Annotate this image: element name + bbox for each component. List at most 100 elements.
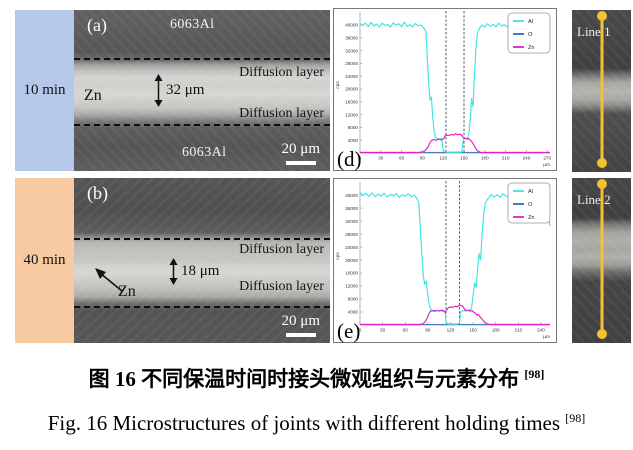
- dashed-boundary-line: [74, 124, 330, 126]
- zn-label: Zn: [118, 283, 136, 300]
- svg-text:4000: 4000: [348, 310, 359, 315]
- line-endpoint-dot-icon: [596, 179, 607, 189]
- caption-chinese-text: 图 16 不同保温时间时接头微观组织与元素分布: [88, 367, 525, 391]
- svg-text:40000: 40000: [345, 193, 358, 198]
- svg-text:60: 60: [399, 156, 405, 161]
- diffusion-layer-label-bottom: Diffusion layer: [239, 279, 324, 294]
- thickness-annotation: 32 μm: [154, 74, 204, 107]
- svg-text:120: 120: [447, 328, 455, 333]
- svg-text:8000: 8000: [348, 297, 359, 302]
- reference-superscript: [98]: [565, 411, 586, 425]
- svg-text:16000: 16000: [345, 100, 358, 105]
- svg-text:180: 180: [481, 156, 489, 161]
- svg-text:30: 30: [378, 156, 384, 161]
- panel-label-a: (a): [87, 15, 107, 35]
- svg-text:270: 270: [543, 156, 551, 161]
- sem-micrograph-b: (b) Diffusion layer 18 μm Zn Diffusion l…: [74, 178, 330, 343]
- scale-bar-value: 20 μm: [281, 141, 320, 157]
- sem-micrograph-a: (a) 6063Al Diffusion layer Zn 32 μm Diff…: [74, 10, 330, 171]
- svg-text:150: 150: [469, 328, 477, 333]
- svg-text:240: 240: [537, 328, 545, 333]
- dashed-boundary-line: [74, 58, 330, 60]
- svg-text:180: 180: [492, 328, 500, 333]
- material-label-top: 6063Al: [170, 17, 215, 32]
- svg-text:30: 30: [380, 328, 386, 333]
- svg-text:24000: 24000: [345, 74, 358, 79]
- svg-text:24000: 24000: [345, 245, 358, 250]
- thickness-annotation: 18 μm: [169, 258, 219, 285]
- svg-text:Zn: Zn: [528, 45, 535, 51]
- caption-english: Fig. 16 Microstructures of joints with d…: [0, 411, 633, 436]
- svg-text:28000: 28000: [345, 232, 358, 237]
- scale-bar-value: 20 μm: [281, 313, 320, 329]
- svg-text:cps: cps: [336, 252, 341, 260]
- dashed-boundary-line: [74, 238, 330, 240]
- line-endpoint-dot-icon: [596, 11, 607, 21]
- svg-text:Al: Al: [528, 19, 533, 25]
- time-strip-40min: 40 min: [15, 178, 74, 343]
- svg-text:32000: 32000: [345, 219, 358, 224]
- svg-text:40000: 40000: [345, 23, 358, 28]
- eds-line-chart-e: (e) 4000 8000 12000 16000 20000 24000 28000 320…: [333, 178, 557, 343]
- line-scan-image-1: Line 1: [572, 10, 631, 172]
- caption-chinese: 图 16 不同保温时间时接头微观组织与元素分布 [98]: [0, 363, 633, 393]
- svg-text:O: O: [528, 202, 533, 208]
- svg-text:μm: μm: [543, 163, 550, 168]
- svg-text:16000: 16000: [345, 271, 358, 276]
- time-label-10min: 10 min: [23, 82, 66, 98]
- thickness-value: 32 μm: [166, 82, 205, 98]
- svg-text:36000: 36000: [345, 206, 358, 211]
- diffusion-layer-label-bottom: Diffusion layer: [239, 106, 324, 121]
- svg-text:90: 90: [425, 328, 431, 333]
- thickness-arrow-icon: [154, 74, 163, 107]
- line-endpoint-dot-icon: [596, 158, 607, 168]
- material-label-bottom: 6063Al: [182, 145, 227, 160]
- chart-panel-label-e: (e): [337, 319, 361, 343]
- svg-text:0: 0: [359, 328, 362, 333]
- line-endpoint-dot-icon: [596, 329, 607, 339]
- svg-text:20000: 20000: [345, 258, 358, 263]
- svg-text:90: 90: [420, 156, 426, 161]
- svg-text:cps: cps: [336, 81, 341, 89]
- svg-text:240: 240: [523, 156, 531, 161]
- thickness-value: 18 μm: [181, 263, 220, 279]
- scale-bar: [285, 333, 316, 337]
- svg-text:μm: μm: [543, 335, 550, 340]
- scale-bar: [285, 161, 316, 165]
- panel-label-b: (b): [87, 183, 108, 203]
- line-scan-image-2: Line 2: [572, 178, 631, 343]
- line-scan-line: [600, 16, 603, 163]
- caption-english-text: Fig. 16 Microstructures of joints with d…: [47, 411, 566, 435]
- svg-text:60: 60: [403, 328, 409, 333]
- zn-label: Zn: [84, 87, 102, 104]
- svg-text:32000: 32000: [345, 48, 358, 53]
- svg-text:Zn: Zn: [528, 215, 535, 221]
- svg-text:8000: 8000: [348, 125, 359, 130]
- dashed-boundary-line: [74, 306, 330, 308]
- svg-text:4000: 4000: [348, 138, 359, 143]
- svg-text:120: 120: [439, 156, 447, 161]
- svg-text:28000: 28000: [345, 61, 358, 66]
- diffusion-layer-label-top: Diffusion layer: [239, 242, 324, 257]
- scale-bar-annotation: 20 μm: [282, 313, 320, 337]
- svg-text:210: 210: [502, 156, 510, 161]
- svg-text:150: 150: [460, 156, 468, 161]
- time-label-40min: 40 min: [23, 252, 66, 268]
- line-scan-label-2: Line 2: [577, 192, 611, 207]
- svg-text:36000: 36000: [345, 36, 358, 41]
- thickness-arrow-icon: [169, 258, 178, 285]
- chart-panel-label-d: (d): [337, 147, 362, 171]
- zn-arrow-icon: [95, 268, 123, 292]
- scale-bar-annotation: 20 μm: [282, 141, 320, 165]
- line-scan-line: [600, 184, 603, 334]
- line-scan-label-1: Line 1: [577, 24, 611, 39]
- svg-text:Al: Al: [528, 189, 533, 195]
- svg-text:210: 210: [514, 328, 522, 333]
- svg-text:12000: 12000: [345, 284, 358, 289]
- svg-text:12000: 12000: [345, 112, 358, 117]
- time-strip-10min: 10 min: [15, 10, 74, 171]
- diffusion-layer-label-top: Diffusion layer: [239, 65, 324, 80]
- reference-superscript: [98]: [524, 367, 545, 381]
- svg-text:O: O: [528, 32, 533, 38]
